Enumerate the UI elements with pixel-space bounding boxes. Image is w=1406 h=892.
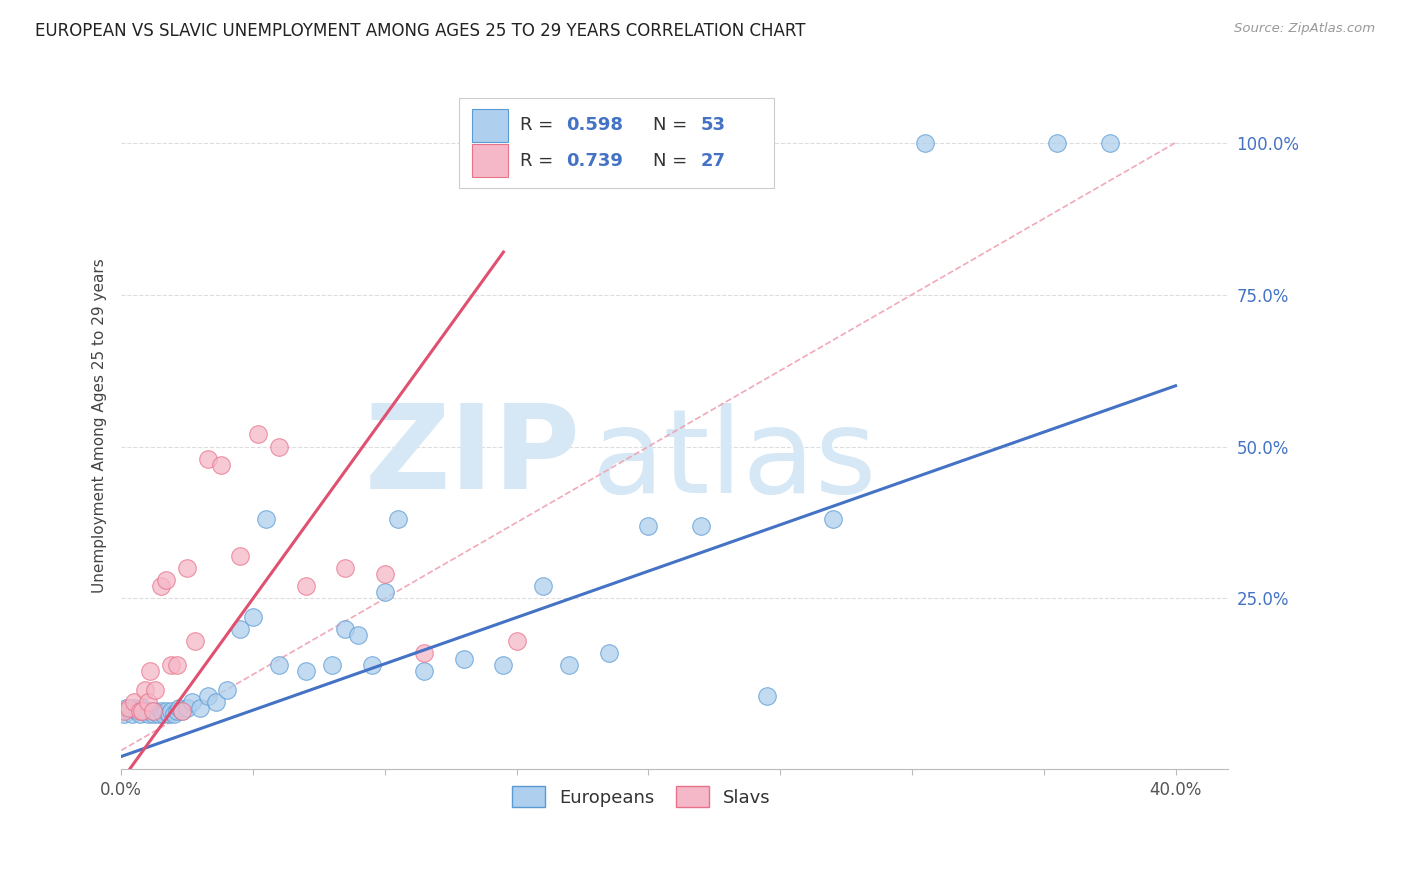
Text: atlas: atlas bbox=[592, 403, 877, 518]
Point bbox=[335, 561, 357, 575]
Point bbox=[142, 704, 165, 718]
Text: ZIP: ZIP bbox=[364, 399, 581, 514]
Point bbox=[247, 427, 270, 442]
Point bbox=[112, 706, 135, 721]
Bar bbox=[472, 109, 508, 142]
Point bbox=[453, 652, 475, 666]
Point bbox=[131, 704, 153, 718]
Point bbox=[188, 701, 211, 715]
Y-axis label: Unemployment Among Ages 25 to 29 years: Unemployment Among Ages 25 to 29 years bbox=[93, 258, 107, 592]
Text: 0.739: 0.739 bbox=[567, 152, 623, 169]
Legend: Europeans, Slavs: Europeans, Slavs bbox=[505, 780, 778, 814]
Text: R =: R = bbox=[520, 116, 558, 134]
Point bbox=[152, 706, 174, 721]
Point bbox=[163, 706, 186, 721]
Point bbox=[155, 573, 177, 587]
Point bbox=[374, 585, 396, 599]
Point bbox=[166, 658, 188, 673]
Point bbox=[170, 704, 193, 718]
Point bbox=[131, 701, 153, 715]
Point bbox=[170, 704, 193, 718]
Point bbox=[166, 704, 188, 718]
Point bbox=[242, 609, 264, 624]
Text: 0.598: 0.598 bbox=[567, 116, 623, 134]
Point bbox=[128, 704, 150, 718]
Point bbox=[254, 512, 277, 526]
Point bbox=[136, 706, 159, 721]
Point bbox=[209, 458, 232, 472]
Point bbox=[269, 440, 291, 454]
Point bbox=[294, 579, 316, 593]
Point bbox=[229, 549, 252, 563]
Point bbox=[492, 658, 515, 673]
Point bbox=[118, 701, 141, 715]
Point bbox=[149, 704, 172, 718]
Point bbox=[136, 695, 159, 709]
Point bbox=[690, 518, 713, 533]
Point bbox=[505, 634, 527, 648]
Point bbox=[149, 579, 172, 593]
Point bbox=[598, 646, 620, 660]
Point bbox=[176, 561, 198, 575]
Text: 27: 27 bbox=[700, 152, 725, 169]
Point bbox=[139, 704, 162, 718]
Point bbox=[347, 628, 370, 642]
Point bbox=[139, 665, 162, 679]
Point bbox=[374, 567, 396, 582]
Point bbox=[269, 658, 291, 673]
Point bbox=[124, 695, 146, 709]
Point bbox=[914, 136, 936, 150]
Point bbox=[197, 689, 219, 703]
Point bbox=[142, 706, 165, 721]
Point bbox=[821, 512, 844, 526]
Text: N =: N = bbox=[652, 152, 693, 169]
Point bbox=[145, 704, 167, 718]
Point bbox=[360, 658, 382, 673]
Point bbox=[121, 706, 143, 721]
Bar bbox=[458, 98, 775, 188]
Point bbox=[413, 646, 436, 660]
Point bbox=[387, 512, 409, 526]
Point bbox=[637, 518, 659, 533]
Point bbox=[134, 704, 156, 718]
Point bbox=[1046, 136, 1069, 150]
Point bbox=[160, 658, 183, 673]
Text: EUROPEAN VS SLAVIC UNEMPLOYMENT AMONG AGES 25 TO 29 YEARS CORRELATION CHART: EUROPEAN VS SLAVIC UNEMPLOYMENT AMONG AG… bbox=[35, 22, 806, 40]
Point bbox=[756, 689, 779, 703]
Point bbox=[155, 704, 177, 718]
Point bbox=[321, 658, 343, 673]
Point bbox=[184, 634, 207, 648]
Text: 53: 53 bbox=[700, 116, 725, 134]
Point bbox=[145, 682, 167, 697]
Point bbox=[531, 579, 554, 593]
Point bbox=[558, 658, 581, 673]
Point bbox=[215, 682, 238, 697]
Text: N =: N = bbox=[652, 116, 693, 134]
Point bbox=[146, 706, 169, 721]
Point bbox=[128, 706, 150, 721]
Point bbox=[205, 695, 228, 709]
Point bbox=[125, 704, 148, 718]
Point bbox=[134, 682, 156, 697]
Point bbox=[176, 701, 198, 715]
Text: R =: R = bbox=[520, 152, 558, 169]
Bar bbox=[472, 145, 508, 178]
Point bbox=[112, 704, 135, 718]
Point bbox=[160, 704, 183, 718]
Point bbox=[197, 451, 219, 466]
Point bbox=[167, 701, 190, 715]
Point bbox=[335, 622, 357, 636]
Point bbox=[229, 622, 252, 636]
Point bbox=[124, 701, 146, 715]
Text: Source: ZipAtlas.com: Source: ZipAtlas.com bbox=[1234, 22, 1375, 36]
Point bbox=[413, 665, 436, 679]
Point bbox=[115, 701, 138, 715]
Point bbox=[1098, 136, 1121, 150]
Point bbox=[181, 695, 204, 709]
Point bbox=[118, 704, 141, 718]
Point bbox=[294, 665, 316, 679]
Point bbox=[157, 706, 180, 721]
